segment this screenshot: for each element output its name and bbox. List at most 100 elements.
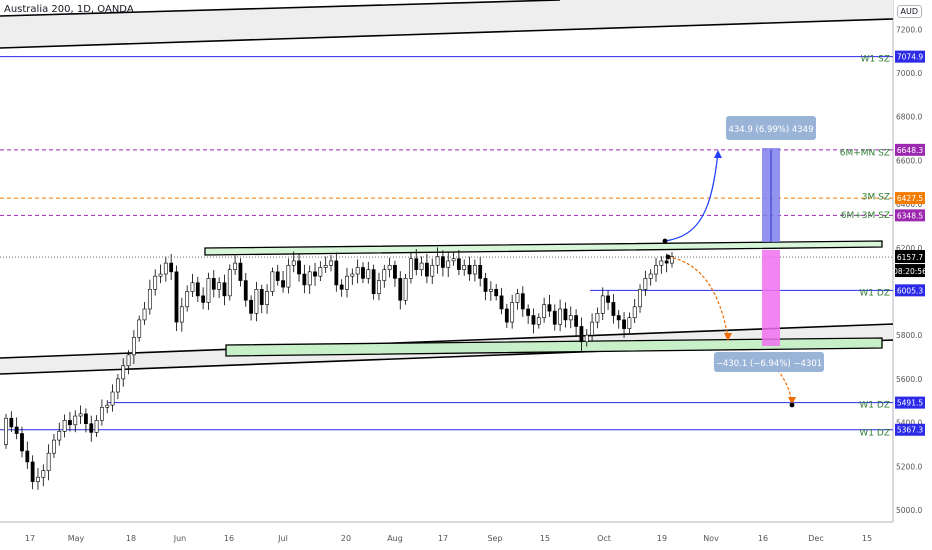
lower-channel-top-line: [0, 323, 894, 359]
candle: [302, 273, 307, 286]
candle: [456, 258, 461, 270]
candle: [398, 278, 403, 301]
candle: [153, 275, 158, 290]
candle: [68, 420, 72, 426]
price-label-box: [895, 284, 925, 297]
candle: [664, 260, 669, 264]
candle: [174, 271, 179, 323]
candle: [510, 302, 515, 323]
x-tick-label: 17: [438, 534, 448, 543]
candle: [467, 264, 472, 275]
measure-up-label-box: [726, 116, 816, 140]
candle: [121, 365, 126, 380]
candle: [366, 269, 371, 279]
price-label: 7074.9: [897, 53, 923, 62]
candle: [547, 304, 552, 312]
price-label: 6648.3: [897, 146, 923, 155]
candle: [142, 308, 147, 321]
currency-badge[interactable]: AUD: [896, 5, 922, 18]
candle: [9, 417, 14, 428]
candle: [147, 289, 152, 310]
candle: [382, 269, 387, 281]
candle: [227, 269, 232, 297]
candle: [648, 273, 653, 279]
candle: [89, 423, 94, 433]
candle: [414, 258, 419, 270]
price-label: 5367.3: [897, 426, 923, 435]
candle: [387, 264, 392, 270]
candle: [201, 295, 206, 303]
candle: [627, 317, 632, 329]
candle: [446, 260, 451, 268]
candle: [419, 262, 424, 270]
x-tick-label: Jun: [173, 534, 187, 543]
x-tick-label: 18: [126, 534, 136, 543]
upper-channel-band: [0, 0, 893, 48]
candle: [286, 264, 291, 288]
x-tick-label: 20: [341, 534, 351, 543]
candle: [281, 280, 285, 288]
candle: [638, 289, 642, 308]
projection-up-arrowhead: [714, 150, 722, 158]
candle: [520, 293, 525, 310]
candle: [57, 431, 62, 441]
candle: [478, 264, 483, 279]
candle: [361, 267, 365, 279]
y-tick-label: 7200.0: [896, 25, 922, 34]
candle: [622, 319, 626, 329]
x-tick-label: Nov: [703, 534, 719, 543]
measure-down-label: −430.1 (−6.94%) −4301: [716, 359, 822, 369]
candle: [440, 256, 445, 268]
candle: [73, 415, 78, 426]
candle: [20, 433, 24, 452]
candle: [409, 258, 413, 279]
candle: [659, 260, 664, 266]
candle: [339, 284, 344, 290]
range-top-zone: [204, 240, 883, 256]
candle: [30, 461, 35, 482]
y-tick-label: 5400.0: [896, 419, 922, 428]
candle: [670, 256, 674, 264]
x-tick-label: 16: [758, 534, 768, 543]
candle: [504, 308, 509, 323]
y-tick-label: 6400.0: [896, 200, 922, 209]
candle: [377, 280, 381, 294]
candle: [531, 315, 536, 325]
candle: [307, 271, 312, 286]
price-label-box: [895, 209, 925, 222]
projection-down-start-dot: [665, 254, 671, 260]
countdown-label: 08:20:56: [893, 267, 927, 276]
x-tick-label: Sep: [487, 534, 502, 543]
candle: [36, 476, 40, 482]
candle: [259, 289, 264, 305]
candle: [100, 407, 104, 421]
countdown-box: [895, 264, 925, 278]
zone-label: 6M+3M SZ: [841, 211, 890, 221]
y-tick-label: 6800.0: [896, 113, 922, 122]
price-label: 6427.5: [897, 194, 923, 203]
candle: [451, 258, 456, 262]
candle: [430, 264, 435, 277]
projection-down-arrowhead: [724, 333, 732, 341]
y-tick-label: 5200.0: [896, 462, 922, 471]
zone-label: W1 DZ: [859, 428, 890, 438]
candle: [323, 264, 328, 268]
candle: [94, 420, 99, 433]
candle: [115, 378, 120, 393]
candle: [600, 295, 605, 314]
candle: [14, 426, 19, 434]
candle: [275, 271, 280, 281]
candle: [542, 304, 547, 319]
candle: [179, 306, 184, 323]
candle: [313, 271, 317, 277]
x-tick-label: Oct: [597, 534, 611, 543]
y-tick-label: 6200.0: [896, 244, 922, 253]
candle: [350, 273, 355, 277]
candle: [515, 293, 520, 303]
price-label-box: [895, 192, 925, 205]
candle: [393, 264, 397, 279]
candle: [105, 404, 110, 408]
candle: [169, 262, 174, 273]
y-tick-label: 6600.0: [896, 156, 922, 165]
